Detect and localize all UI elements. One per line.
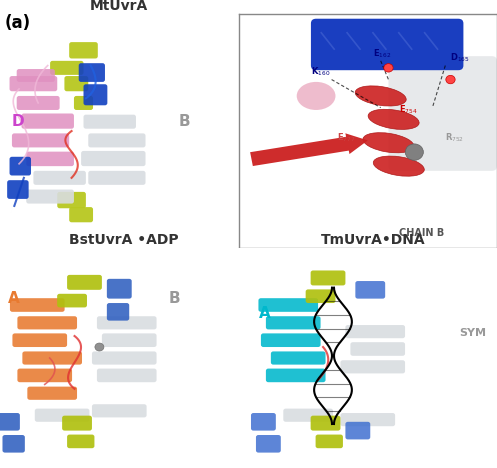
FancyBboxPatch shape bbox=[311, 19, 463, 70]
Text: CHAIN B: CHAIN B bbox=[399, 228, 444, 238]
FancyBboxPatch shape bbox=[10, 298, 65, 312]
FancyBboxPatch shape bbox=[92, 351, 157, 365]
Text: (a): (a) bbox=[5, 14, 31, 32]
Text: E$_{162}$: E$_{162}$ bbox=[373, 47, 391, 59]
Text: D: D bbox=[12, 114, 24, 129]
Circle shape bbox=[405, 144, 423, 160]
Ellipse shape bbox=[373, 156, 424, 176]
FancyBboxPatch shape bbox=[69, 207, 93, 222]
Circle shape bbox=[95, 343, 104, 351]
FancyBboxPatch shape bbox=[316, 435, 343, 448]
FancyBboxPatch shape bbox=[355, 281, 385, 299]
FancyBboxPatch shape bbox=[12, 333, 67, 347]
FancyBboxPatch shape bbox=[261, 333, 321, 347]
FancyBboxPatch shape bbox=[311, 271, 345, 285]
Text: B: B bbox=[169, 291, 180, 306]
FancyBboxPatch shape bbox=[12, 133, 69, 147]
FancyBboxPatch shape bbox=[389, 56, 497, 171]
FancyBboxPatch shape bbox=[83, 115, 136, 129]
Title: BstUvrA •ADP: BstUvrA •ADP bbox=[70, 233, 179, 247]
FancyBboxPatch shape bbox=[21, 113, 74, 129]
FancyBboxPatch shape bbox=[50, 61, 83, 75]
FancyBboxPatch shape bbox=[2, 435, 25, 453]
FancyBboxPatch shape bbox=[9, 157, 31, 176]
FancyBboxPatch shape bbox=[7, 180, 29, 199]
FancyBboxPatch shape bbox=[0, 413, 20, 431]
FancyBboxPatch shape bbox=[306, 289, 335, 303]
Text: SYM: SYM bbox=[460, 328, 487, 338]
Text: A: A bbox=[7, 291, 19, 306]
Ellipse shape bbox=[363, 132, 414, 153]
FancyBboxPatch shape bbox=[57, 294, 87, 307]
FancyBboxPatch shape bbox=[88, 133, 146, 147]
FancyBboxPatch shape bbox=[35, 409, 89, 422]
FancyBboxPatch shape bbox=[271, 351, 326, 365]
FancyBboxPatch shape bbox=[79, 63, 105, 82]
FancyBboxPatch shape bbox=[57, 192, 86, 208]
Text: K$_{160}$: K$_{160}$ bbox=[311, 66, 331, 78]
Circle shape bbox=[446, 75, 455, 84]
Ellipse shape bbox=[368, 109, 419, 130]
FancyBboxPatch shape bbox=[258, 298, 318, 312]
FancyBboxPatch shape bbox=[26, 152, 74, 166]
FancyBboxPatch shape bbox=[17, 369, 72, 382]
FancyBboxPatch shape bbox=[97, 369, 157, 382]
FancyBboxPatch shape bbox=[345, 325, 405, 338]
FancyBboxPatch shape bbox=[92, 404, 147, 417]
FancyBboxPatch shape bbox=[26, 190, 74, 204]
FancyBboxPatch shape bbox=[266, 369, 326, 382]
FancyBboxPatch shape bbox=[33, 171, 86, 185]
FancyBboxPatch shape bbox=[340, 360, 405, 373]
FancyArrow shape bbox=[250, 133, 368, 166]
FancyBboxPatch shape bbox=[340, 413, 395, 426]
Text: D$_{165}$: D$_{165}$ bbox=[450, 52, 470, 64]
FancyBboxPatch shape bbox=[27, 387, 77, 400]
FancyBboxPatch shape bbox=[345, 422, 370, 439]
Text: R$_{752}$: R$_{752}$ bbox=[445, 132, 465, 144]
FancyBboxPatch shape bbox=[311, 416, 340, 431]
FancyBboxPatch shape bbox=[62, 416, 92, 431]
FancyBboxPatch shape bbox=[74, 96, 93, 110]
FancyBboxPatch shape bbox=[256, 435, 281, 453]
FancyBboxPatch shape bbox=[22, 351, 82, 365]
FancyBboxPatch shape bbox=[107, 279, 132, 299]
FancyBboxPatch shape bbox=[81, 151, 146, 166]
FancyBboxPatch shape bbox=[102, 333, 157, 347]
FancyBboxPatch shape bbox=[9, 76, 57, 91]
FancyBboxPatch shape bbox=[283, 409, 333, 422]
Text: E$_{754}$: E$_{754}$ bbox=[399, 103, 417, 116]
FancyBboxPatch shape bbox=[251, 413, 276, 431]
FancyBboxPatch shape bbox=[350, 342, 405, 356]
FancyBboxPatch shape bbox=[88, 171, 146, 185]
FancyBboxPatch shape bbox=[107, 303, 129, 321]
Title: TmUvrA•DNA: TmUvrA•DNA bbox=[321, 233, 425, 247]
Text: E$_{777}$: E$_{777}$ bbox=[337, 132, 355, 144]
Text: B: B bbox=[179, 114, 190, 129]
FancyBboxPatch shape bbox=[67, 435, 94, 448]
FancyBboxPatch shape bbox=[69, 42, 98, 58]
Title: MtUvrA: MtUvrA bbox=[90, 0, 149, 13]
Text: A: A bbox=[258, 307, 270, 322]
FancyBboxPatch shape bbox=[65, 76, 88, 91]
Ellipse shape bbox=[355, 86, 406, 106]
FancyBboxPatch shape bbox=[17, 96, 60, 110]
Circle shape bbox=[384, 64, 393, 72]
FancyBboxPatch shape bbox=[17, 316, 77, 329]
FancyBboxPatch shape bbox=[266, 316, 321, 329]
Ellipse shape bbox=[297, 82, 335, 110]
FancyBboxPatch shape bbox=[67, 275, 102, 290]
FancyBboxPatch shape bbox=[83, 84, 107, 105]
FancyBboxPatch shape bbox=[97, 316, 157, 329]
FancyBboxPatch shape bbox=[17, 69, 55, 82]
